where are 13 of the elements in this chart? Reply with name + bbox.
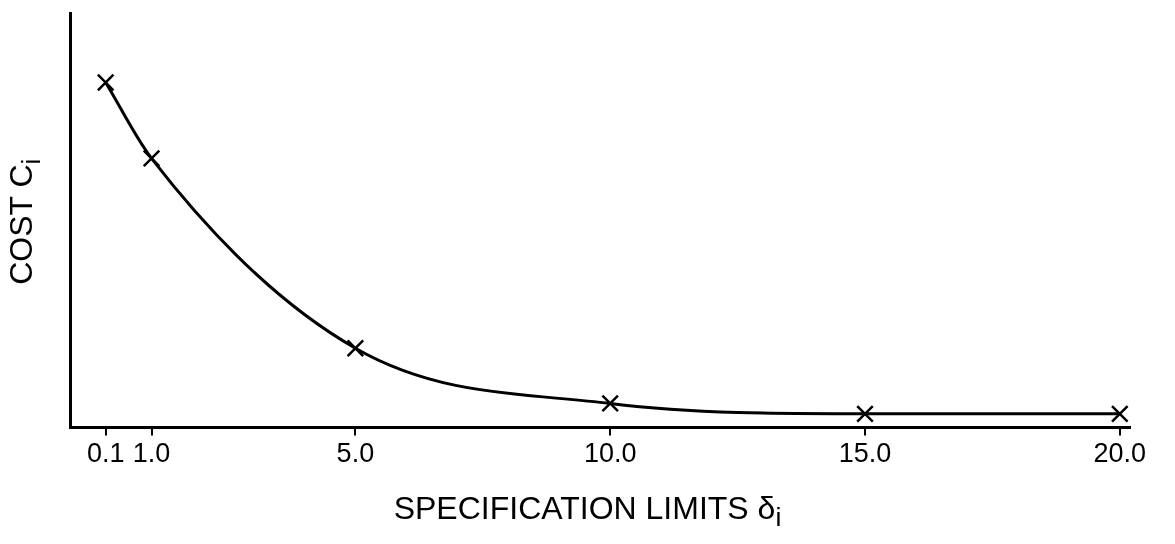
- x-tick-label: 1.0: [132, 438, 171, 469]
- x-tick-label: 10.0: [583, 438, 637, 469]
- x-tick-label: 15.0: [838, 438, 892, 469]
- x-axis-title: SPECIFICATION LIMITS δ$_{i}$: [392, 490, 783, 534]
- point: [1110, 404, 1129, 423]
- point: [855, 404, 875, 423]
- point: [142, 149, 161, 168]
- point: [346, 339, 365, 358]
- x-tick-label: 20.0: [1093, 438, 1147, 469]
- x-tick-label: 5.0: [336, 438, 375, 469]
- point: [96, 73, 115, 92]
- point: [601, 394, 620, 413]
- x-tick-label: 0.1: [86, 438, 125, 469]
